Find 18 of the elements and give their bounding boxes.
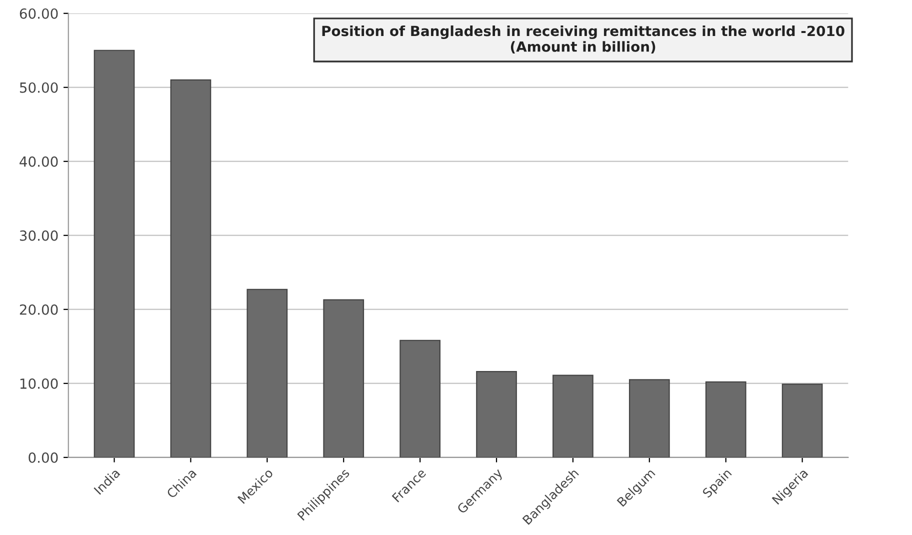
bar — [323, 299, 364, 458]
y-tick-label: 30.00 — [20, 230, 58, 241]
y-tick-label: 40.00 — [20, 156, 58, 167]
text: Position of Bangladesh in receiving remittances in the world -2010 (Amount in billion) — [322, 25, 844, 54]
y-tick-label: 60.00 — [20, 8, 58, 19]
bar — [94, 50, 135, 458]
bar — [628, 379, 670, 458]
y-tick-label: 50.00 — [20, 82, 58, 93]
bar — [782, 384, 823, 458]
y-tick-label: 10.00 — [20, 378, 58, 389]
y-tick-label: 0.00 — [28, 452, 58, 463]
bar — [400, 340, 440, 458]
y-tick-label: 20.00 — [20, 304, 58, 315]
bar — [170, 79, 212, 458]
bar — [552, 374, 594, 458]
bar — [246, 288, 288, 458]
bar — [705, 381, 746, 458]
bar — [476, 371, 517, 458]
